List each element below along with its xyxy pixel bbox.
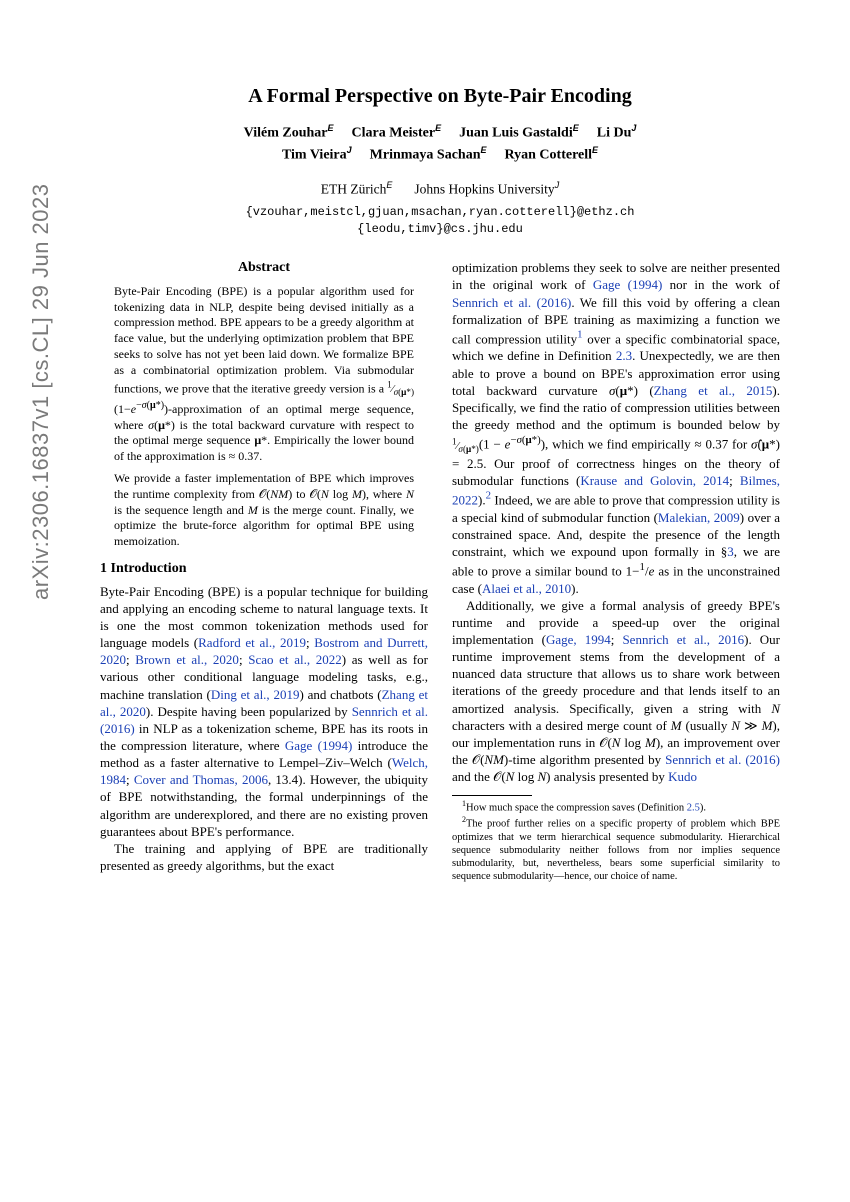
col2-p2: Additionally, we give a formal analysis …: [452, 597, 780, 786]
emails: {vzouhar,meistcl,gjuan,msachan,ryan.cott…: [100, 204, 780, 238]
footnote-rule: [452, 795, 532, 796]
footnotes: 1How much space the compression saves (D…: [452, 799, 780, 883]
abstract-text: Byte-Pair Encoding (BPE) is a popular al…: [114, 284, 414, 550]
arxiv-stamp: arXiv:2306.16837v1 [cs.CL] 29 Jun 2023: [28, 184, 54, 601]
left-column: Abstract Byte-Pair Encoding (BPE) is a p…: [100, 259, 428, 883]
email-line-1: {vzouhar,meistcl,gjuan,msachan,ryan.cott…: [100, 204, 780, 221]
email-line-2: {leodu,timv}@cs.jhu.edu: [100, 221, 780, 238]
abstract-heading: Abstract: [100, 259, 428, 277]
col2-p1: optimization problems they seek to solve…: [452, 259, 780, 596]
authors-line-2: Tim VieiraJMrinmaya SachanERyan Cotterel…: [100, 144, 780, 166]
abstract-p2: We provide a faster implementation of BP…: [114, 471, 414, 550]
intro-p2: The training and applying of BPE are tra…: [100, 840, 428, 874]
col2-body: optimization problems they seek to solve…: [452, 259, 780, 785]
footnote-1: 1How much space the compression saves (D…: [452, 799, 780, 815]
section-1-heading: 1 Introduction: [100, 560, 428, 578]
intro-p1: Byte-Pair Encoding (BPE) is a popular te…: [100, 583, 428, 840]
authors-block: Vilém ZouharEClara MeisterEJuan Luis Gas…: [100, 122, 780, 165]
abstract-p1: Byte-Pair Encoding (BPE) is a popular al…: [114, 284, 414, 465]
paper-page: A Formal Perspective on Byte-Pair Encodi…: [100, 85, 780, 883]
two-column-body: Abstract Byte-Pair Encoding (BPE) is a p…: [100, 259, 780, 883]
intro-body: Byte-Pair Encoding (BPE) is a popular te…: [100, 583, 428, 875]
paper-title: A Formal Perspective on Byte-Pair Encodi…: [100, 85, 780, 108]
authors-line-1: Vilém ZouharEClara MeisterEJuan Luis Gas…: [100, 122, 780, 144]
affiliations: ETH ZürichEJohns Hopkins UniversityJ: [100, 179, 780, 199]
footnote-2: 2The proof further relies on a specific …: [452, 815, 780, 883]
right-column: optimization problems they seek to solve…: [452, 259, 780, 883]
